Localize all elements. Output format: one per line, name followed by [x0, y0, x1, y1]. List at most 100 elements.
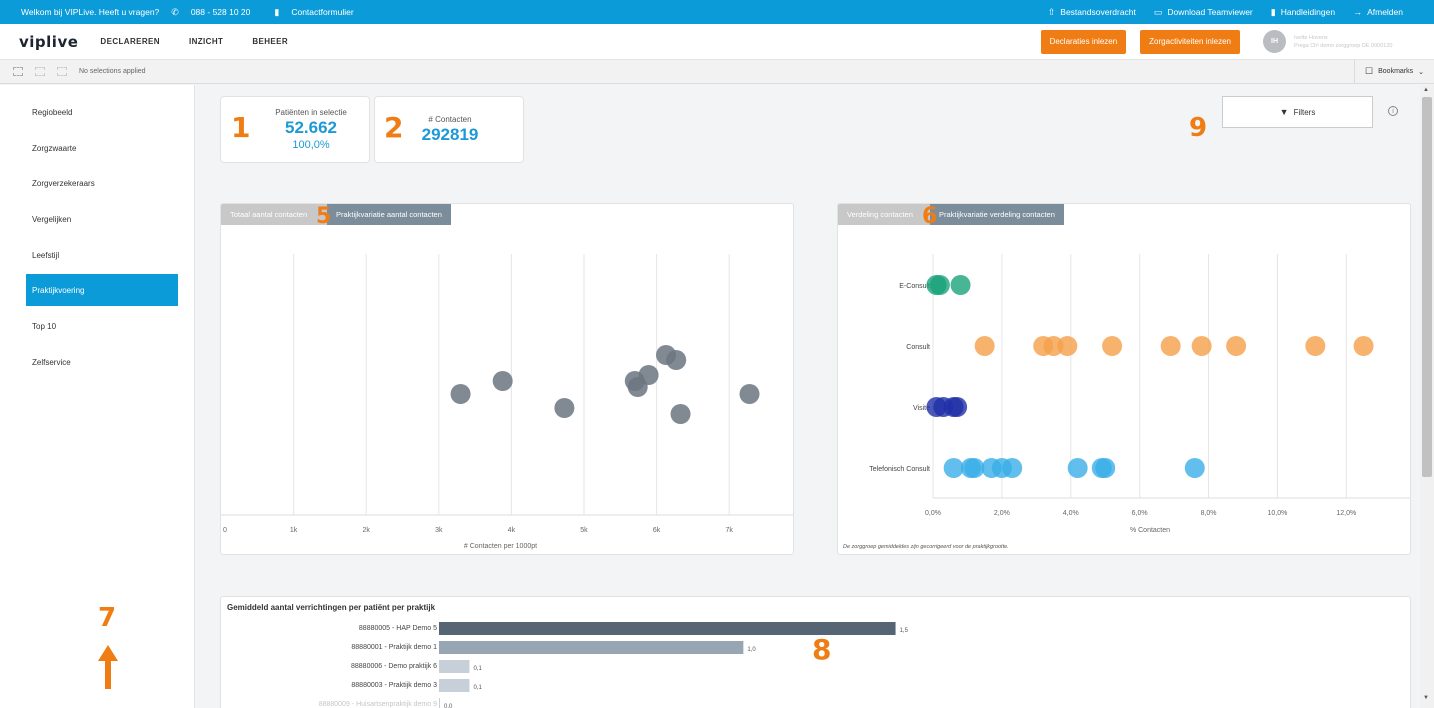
x-tick-label: 0 [223, 527, 227, 534]
x-tick-label: 3k [435, 527, 443, 534]
sidebar-item-zorgverzekeraars[interactable]: Zorgverzekeraars [32, 178, 95, 188]
logo[interactable]: viplive [19, 32, 79, 51]
scroll-up-icon[interactable]: ▲ [1423, 87, 1429, 93]
tab-totaal-contacten[interactable]: Totaal aantal contacten [221, 204, 327, 225]
strip-point [1305, 336, 1326, 356]
bar-category-label: 88880003 - Praktijk demo 3 [351, 682, 437, 689]
tab-praktijkvariatie-verdeling[interactable]: Praktijkvariatie verdeling contacten [930, 204, 1064, 225]
zorgactiviteiten-inlezen-button[interactable]: Zorgactiviteiten inlezen [1140, 29, 1240, 54]
document-icon: ▮ [1270, 6, 1276, 17]
contacts-variation-panel: Totaal aantal contacten Praktijkvariatie… [220, 203, 794, 555]
clear-selections-icon[interactable] [57, 67, 67, 76]
x-tick-label: 0,0% [925, 510, 941, 517]
strip-point [1191, 336, 1212, 356]
strip-point [1353, 336, 1374, 356]
x-tick-label: 2,0% [994, 510, 1010, 517]
strip-point [1067, 458, 1088, 478]
scroll-down-icon[interactable]: ▼ [1423, 695, 1429, 701]
selection-bar: No selections applied ☐ Bookmarks ⌄ [0, 59, 1434, 84]
strip-point [1057, 336, 1078, 356]
sidebar-item-leefstijl[interactable]: Leefstijl [32, 250, 60, 260]
nav-beheer[interactable]: BEHEER [252, 37, 289, 46]
scatter-point [638, 365, 659, 385]
bar-category-label: 88880005 - HAP Demo 5 [359, 625, 437, 632]
strip-point [964, 458, 985, 478]
patients-kpi-value: 52.662 [285, 118, 337, 137]
selection-status: No selections applied [79, 68, 146, 75]
file-transfer-link[interactable]: ⇧ Bestandsoverdracht [1048, 7, 1136, 17]
tab-verdeling-contacten[interactable]: Verdeling contacten [838, 204, 930, 225]
scrollbar-thumb[interactable] [1422, 97, 1432, 477]
sidebar: Regiobeeld Zorgzwaarte Zorgverzekeraars … [0, 85, 195, 708]
x-tick-label: 10,0% [1268, 510, 1288, 517]
avatar[interactable]: IH [1263, 30, 1286, 53]
sidebar-item-zelfservice[interactable]: Zelfservice [32, 357, 71, 367]
x-tick-label: 2k [362, 527, 370, 534]
bar-chart-title: Gemiddeld aantal verrichtingen per patië… [227, 603, 436, 612]
filters-button[interactable]: ▼ Filters [1222, 96, 1373, 128]
chart-footnote: De zorggroep gemiddeldes zijn gecorrigee… [843, 544, 1009, 550]
sidebar-item-vergelijken[interactable]: Vergelijken [32, 214, 72, 224]
strip-point [1002, 458, 1023, 478]
logout-link[interactable]: → Afmelden [1353, 7, 1403, 17]
category-label: E-Consult [899, 283, 930, 290]
contact-form-label: Contactformulier [291, 7, 354, 17]
teamviewer-link[interactable]: ▭ Download Teamviewer [1154, 7, 1253, 17]
document-icon: ▮ [274, 6, 280, 17]
strip-point [947, 397, 968, 417]
teamviewer-label: Download Teamviewer [1167, 7, 1253, 17]
nav-inzicht[interactable]: INZICHT [188, 37, 224, 46]
strip-point [950, 275, 971, 295]
annotation-8: 7 [98, 603, 117, 633]
declaraties-inlezen-button[interactable]: Declaraties inlezen [1040, 29, 1127, 54]
strip-point [943, 458, 964, 478]
manuals-label: Handleidingen [1280, 7, 1336, 17]
scrollbar[interactable]: ▲ ▼ [1420, 85, 1434, 708]
sidebar-item-zorgzwaarte[interactable]: Zorgzwaarte [32, 143, 77, 153]
contact-form-link[interactable]: ▮ Contactformulier [274, 7, 365, 17]
x-axis-label: % Contacten [1130, 527, 1170, 534]
category-label: Consult [906, 344, 930, 351]
phone-link[interactable]: ✆ 088 - 528 10 20 [171, 7, 262, 17]
x-tick-label: 6k [653, 527, 661, 534]
bar-category-label: 88880009 - Huisartsenpraktijk demo 9 [319, 701, 437, 708]
user-info[interactable]: Ivette Hovens Prega Ch! demo zorggroep D… [1294, 34, 1424, 50]
tab-praktijkvariatie-contacten[interactable]: Praktijkvariatie aantal contacten [327, 204, 451, 225]
bar [439, 622, 896, 635]
nav-declareren[interactable]: DECLAREREN [100, 37, 160, 46]
sidebar-item-regiobeeld[interactable]: Regiobeeld [32, 107, 73, 117]
arrow-up-icon [98, 645, 118, 689]
x-tick-label: 4,0% [1063, 510, 1079, 517]
filters-label: Filters [1293, 107, 1316, 117]
bookmarks-button[interactable]: ☐ Bookmarks ⌄ [1354, 59, 1434, 84]
bookmarks-label: Bookmarks [1378, 68, 1414, 75]
sidebar-item-praktijkvoering[interactable]: Praktijkvoering [26, 274, 178, 306]
bookmark-icon: ☐ [1365, 66, 1374, 76]
strip-point [1095, 458, 1116, 478]
x-tick-label: 8,0% [1201, 510, 1217, 517]
logout-icon: → [1353, 6, 1363, 17]
manuals-link[interactable]: ▮ Handleidingen [1271, 7, 1335, 17]
annotation-9: 9 [1189, 113, 1208, 143]
sidebar-item-top10[interactable]: Top 10 [32, 321, 57, 331]
annotation-1: 1 [231, 111, 251, 144]
patients-kpi-label: Patiënten in selectie [275, 108, 347, 117]
annotation-2: 2 [384, 111, 404, 144]
bar-value-label: 1,0 [747, 647, 756, 653]
strip-point [1043, 336, 1064, 356]
upload-icon: ⇧ [1047, 6, 1056, 17]
monitor-icon: ▭ [1153, 6, 1163, 17]
user-name: Ivette Hovens [1294, 34, 1328, 41]
bar [439, 698, 440, 708]
patients-kpi-percentage: 100,0% [292, 139, 330, 151]
phone-icon: ✆ [171, 6, 179, 17]
info-icon[interactable]: i [1388, 106, 1398, 116]
strip-point [1160, 336, 1181, 356]
bar [439, 679, 470, 692]
smart-search-icon[interactable] [13, 67, 23, 76]
strip-point [929, 275, 950, 295]
x-tick-label: 6,0% [1132, 510, 1148, 517]
scatter-point [450, 384, 471, 404]
scatter-point [670, 404, 691, 424]
step-back-icon[interactable] [35, 67, 45, 76]
